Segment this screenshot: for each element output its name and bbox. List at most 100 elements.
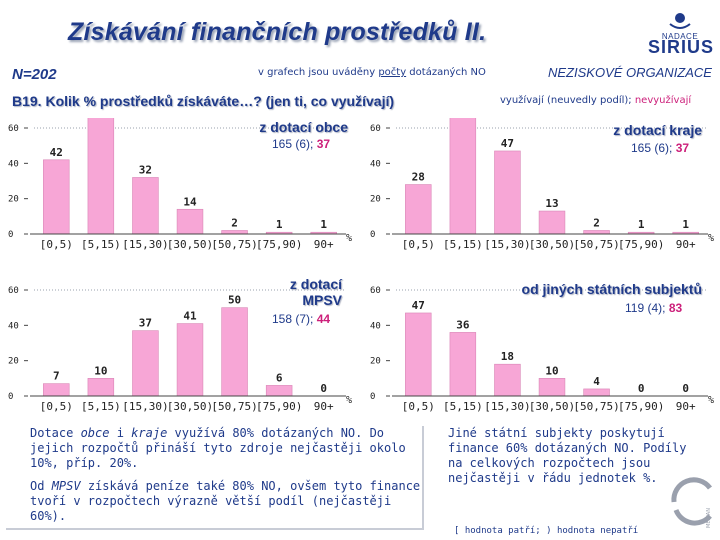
data-label: 0 [638, 382, 645, 395]
y-tick-label: 60 [370, 124, 381, 134]
data-label: 7 [53, 370, 60, 383]
y-tick-label: 0 [8, 230, 13, 240]
left-commentary: Dotace obce i kraje využívá 80% dotázaný… [6, 426, 424, 530]
y-tick-label: 40 [370, 321, 381, 331]
bar [87, 378, 115, 397]
data-label: 50 [228, 294, 241, 307]
data-label: 32 [139, 163, 152, 176]
footer-note: [ hodnota patří; ) hodnota nepatří [454, 526, 639, 536]
logo-subtitle: NADACE [661, 32, 699, 41]
bar [265, 385, 293, 397]
chart-obce-title: z dotací obce [259, 119, 348, 135]
y-tick-label: 0 [8, 392, 13, 402]
category-label: [0,5) [402, 238, 435, 251]
data-label: 42 [50, 146, 63, 159]
bar [176, 323, 204, 397]
chart-mpsv: 02040607[0,5)10[5,15)37[15,30)41[30,50)5… [8, 286, 352, 413]
category-label: [5,15) [81, 238, 121, 251]
chart-kraje-count: 165 (6); 37 [631, 141, 690, 155]
y-tick-label: 40 [370, 159, 381, 169]
data-label: 13 [545, 197, 558, 210]
unit-label: % [708, 395, 714, 406]
y-tick-label: 20 [8, 357, 19, 367]
unit-label: % [708, 233, 714, 244]
logo-emblem-icon [669, 13, 691, 29]
chart-obce: 020406042[0,5)67[5,15)32[15,30)14[30,50)… [8, 118, 352, 251]
data-label: 0 [682, 382, 689, 395]
unit-label: % [346, 233, 352, 244]
median-logo: MEDIAN [670, 470, 714, 534]
y-tick-label: 40 [8, 321, 19, 331]
category-label: [75,90) [618, 400, 664, 413]
bar [221, 307, 248, 397]
legend-text: využívají (neuvedly podíl); nevyužívají [500, 95, 692, 106]
data-label: 0 [320, 382, 327, 395]
category-label: 90+ [314, 238, 334, 251]
y-tick-label: 0 [370, 230, 375, 240]
bar [538, 378, 566, 397]
category-label: 90+ [314, 400, 334, 413]
category-label: [5,15) [81, 400, 121, 413]
data-label: 10 [94, 364, 107, 377]
data-label: 47 [412, 299, 425, 312]
bar [494, 150, 521, 235]
category-label: [50,75) [573, 238, 619, 251]
data-label: 14 [183, 195, 197, 208]
y-tick-label: 40 [8, 159, 19, 169]
left-commentary-p1: Dotace obce i kraje využívá 80% dotázaný… [30, 426, 406, 470]
bar [538, 210, 566, 235]
chart-mpsv-title: z dotací MPSV [289, 276, 342, 308]
right-commentary: Jiné státní subjekty poskytují finance 6… [448, 426, 687, 485]
chart-kraje-title: z dotací kraje [613, 122, 702, 138]
data-label: 10 [545, 364, 558, 377]
question-text: B19. Kolik % prostředků získáváte…? (jen… [12, 93, 395, 109]
category-label: [30,50) [167, 400, 213, 413]
data-label: 1 [320, 218, 327, 231]
counts-note: v grafech jsou uváděny počty dotázaných … [258, 67, 486, 78]
bar [87, 118, 115, 235]
data-label: 2 [593, 216, 600, 229]
category-label: 90+ [676, 400, 696, 413]
chart-jine-title: od jiných státních subjektů [521, 281, 702, 297]
chart-obce-count: 165 (6); 37 [272, 137, 331, 151]
chart-kraje: 020406028[0,5)67[5,15)47[15,30)13[30,50)… [370, 118, 714, 251]
data-label: 28 [412, 171, 425, 184]
category-label: [75,90) [256, 238, 302, 251]
data-label: 36 [456, 318, 470, 331]
category-label: [0,5) [40, 400, 73, 413]
y-tick-label: 60 [370, 286, 381, 296]
bar [43, 383, 70, 397]
category-label: [5,15) [443, 400, 483, 413]
y-tick-label: 20 [370, 357, 381, 367]
data-label: 47 [501, 137, 514, 150]
left-commentary-p2: Od MPSV získává peníze také 80% NO, ovše… [30, 479, 421, 523]
chart-jine: 020406047[0,5)36[5,15)18[15,30)10[30,50)… [370, 286, 714, 413]
unit-label: % [346, 395, 352, 406]
data-label: 18 [501, 350, 514, 363]
bar [132, 177, 159, 235]
category-label: [30,50) [529, 238, 575, 251]
bar [494, 363, 521, 397]
bar [405, 184, 432, 235]
category-label: [75,90) [256, 400, 302, 413]
bar [449, 332, 477, 397]
category-label: [75,90) [618, 238, 664, 251]
logo-title: SIRIUS [648, 37, 715, 57]
y-tick-label: 60 [8, 124, 19, 134]
sample-size: N=202 [12, 66, 57, 83]
data-label: 41 [183, 310, 197, 323]
category-label: [15,30) [484, 400, 530, 413]
nadace-sirius-logo: NADACE SIRIUS [648, 6, 715, 57]
data-label: 1 [276, 218, 283, 231]
bar [43, 159, 70, 235]
page-title: Získávání finančních prostředků II. [68, 18, 487, 46]
data-label: 6 [276, 371, 283, 384]
data-label: 1 [638, 218, 645, 231]
category-label: [50,75) [573, 400, 619, 413]
category-label: [15,30) [122, 400, 168, 413]
y-tick-label: 0 [370, 392, 375, 402]
data-label: 2 [231, 216, 238, 229]
data-label: 1 [682, 218, 689, 231]
bar [583, 388, 610, 397]
category-label: [30,50) [529, 400, 575, 413]
